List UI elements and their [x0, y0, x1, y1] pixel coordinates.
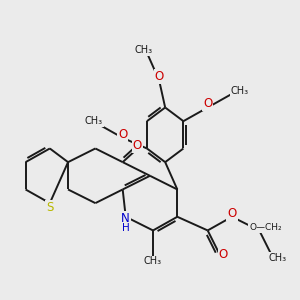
Text: O: O [219, 248, 228, 261]
Text: O: O [227, 207, 237, 220]
Text: H: H [122, 223, 130, 233]
Text: S: S [46, 201, 53, 214]
Text: CH₃: CH₃ [144, 256, 162, 266]
Text: CH₃: CH₃ [85, 116, 103, 126]
Text: O: O [133, 139, 142, 152]
Text: O: O [154, 70, 164, 83]
Text: CH₃: CH₃ [230, 86, 249, 96]
Text: O—CH₂: O—CH₂ [249, 223, 282, 232]
Text: CH₃: CH₃ [135, 45, 153, 55]
Text: CH₃: CH₃ [268, 253, 286, 263]
Text: O: O [118, 128, 127, 141]
Text: N: N [121, 212, 130, 225]
Text: O: O [203, 98, 212, 110]
